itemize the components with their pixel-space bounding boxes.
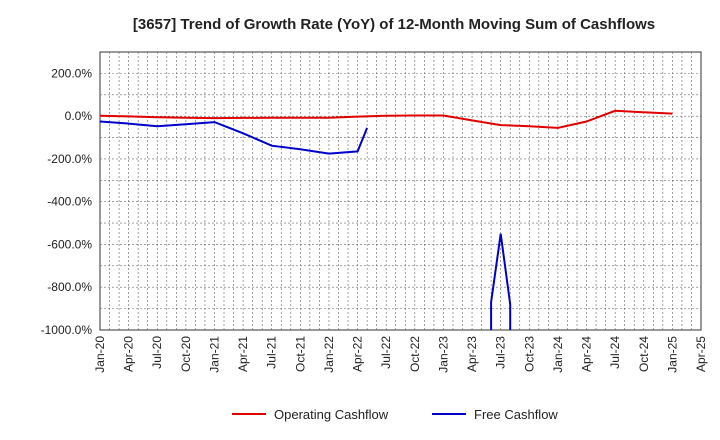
x-tick-label: Apr-25 bbox=[694, 336, 708, 372]
x-tick-label: Jan-24 bbox=[551, 336, 565, 373]
x-tick-label: Jan-23 bbox=[436, 336, 450, 373]
x-tick-label: Jan-20 bbox=[93, 336, 107, 373]
chart-title: [3657] Trend of Growth Rate (YoY) of 12-… bbox=[133, 16, 655, 33]
x-tick-label: Oct-22 bbox=[408, 336, 422, 372]
x-tick-label: Apr-24 bbox=[580, 336, 594, 372]
x-tick-label: Oct-23 bbox=[522, 336, 536, 372]
legend: Operating Cashflow Free Cashflow bbox=[232, 407, 558, 422]
y-tick-label: -400.0% bbox=[47, 195, 92, 209]
x-tick-label: Jul-23 bbox=[494, 336, 508, 369]
series-line-free-cashflow bbox=[100, 120, 369, 155]
x-tick-label: Apr-23 bbox=[465, 336, 479, 372]
x-tick-label: Apr-21 bbox=[236, 336, 250, 372]
x-tick-label: Oct-24 bbox=[637, 336, 651, 372]
legend-label: Operating Cashflow bbox=[274, 407, 389, 422]
y-tick-label: -200.0% bbox=[47, 152, 92, 166]
x-tick-label: Apr-22 bbox=[351, 336, 365, 372]
x-tick-label: Oct-21 bbox=[293, 336, 307, 372]
y-tick-label: 0.0% bbox=[65, 109, 93, 123]
y-tick-label: -800.0% bbox=[47, 280, 92, 294]
x-tick-label: Jul-21 bbox=[265, 336, 279, 369]
y-tick-label: -1000.0% bbox=[41, 323, 93, 337]
x-tick-label: Jan-22 bbox=[322, 336, 336, 373]
x-tick-label: Jul-20 bbox=[150, 336, 164, 369]
x-tick-label: Jan-21 bbox=[207, 336, 221, 373]
plot-area bbox=[99, 51, 702, 331]
series-line-free-cashflow bbox=[490, 233, 512, 330]
series-lines bbox=[100, 109, 673, 330]
series-line-operating-cashflow bbox=[100, 109, 673, 129]
x-tick-label: Jul-24 bbox=[608, 336, 622, 369]
x-tick-label: Jul-22 bbox=[379, 336, 393, 369]
legend-label: Free Cashflow bbox=[474, 407, 558, 422]
x-tick-label: Jan-25 bbox=[665, 336, 679, 373]
x-tick-label: Apr-20 bbox=[122, 336, 136, 372]
x-tick-label: Oct-20 bbox=[179, 336, 193, 372]
y-tick-label: -600.0% bbox=[47, 237, 92, 251]
x-axis-ticks: Jan-20 Apr-20 Jul-20 Oct-20 Jan-21 Apr-21 Jul-… bbox=[93, 336, 708, 373]
y-tick-label: 200.0% bbox=[51, 66, 92, 80]
y-axis-ticks: 200.0% 0.0% -200.0% -400.0% -600.0% -800.0% -1… bbox=[41, 66, 93, 337]
